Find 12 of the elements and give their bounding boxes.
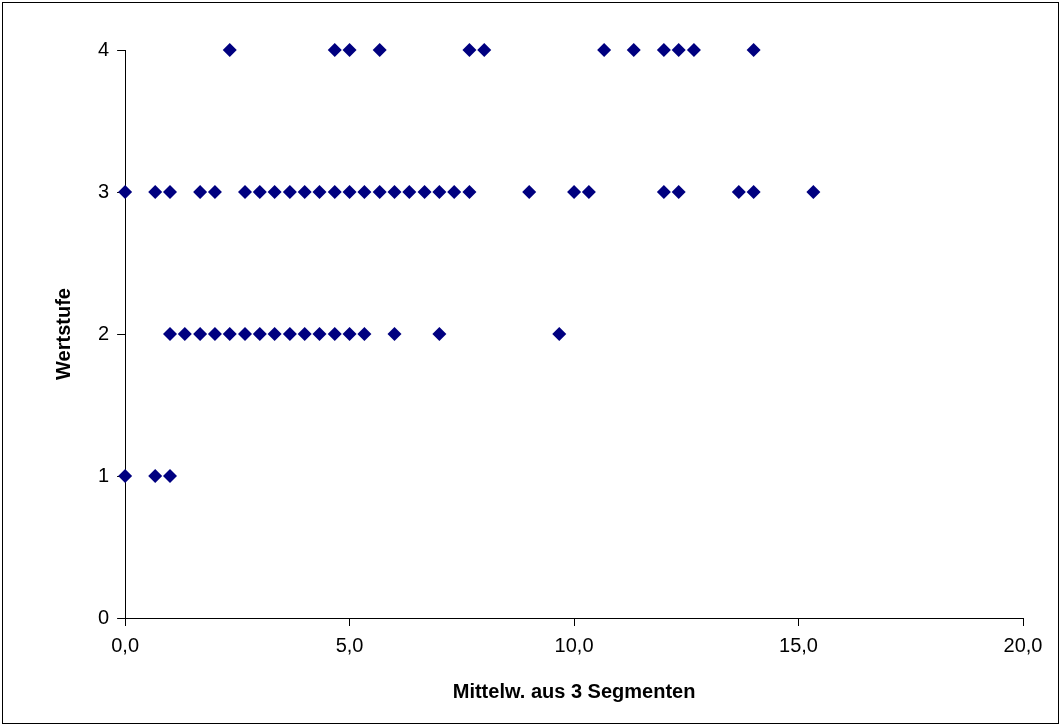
x-tick-label: 20,0	[1003, 633, 1043, 656]
x-tick-label: 0,0	[111, 633, 140, 656]
x-axis-title: Mittelw. aus 3 Segmenten	[452, 679, 696, 702]
y-axis-title: Wertstufe	[51, 288, 74, 380]
x-tick-label: 15,0	[779, 633, 818, 656]
x-tick-label: 10,0	[554, 633, 594, 656]
x-tick-label: 5,0	[335, 633, 364, 656]
y-tick-label: 1	[98, 463, 110, 486]
y-tick-label: 4	[98, 37, 110, 60]
y-tick-label: 3	[98, 179, 110, 202]
y-tick-label: 0	[98, 605, 110, 628]
y-tick-label: 2	[98, 321, 110, 344]
